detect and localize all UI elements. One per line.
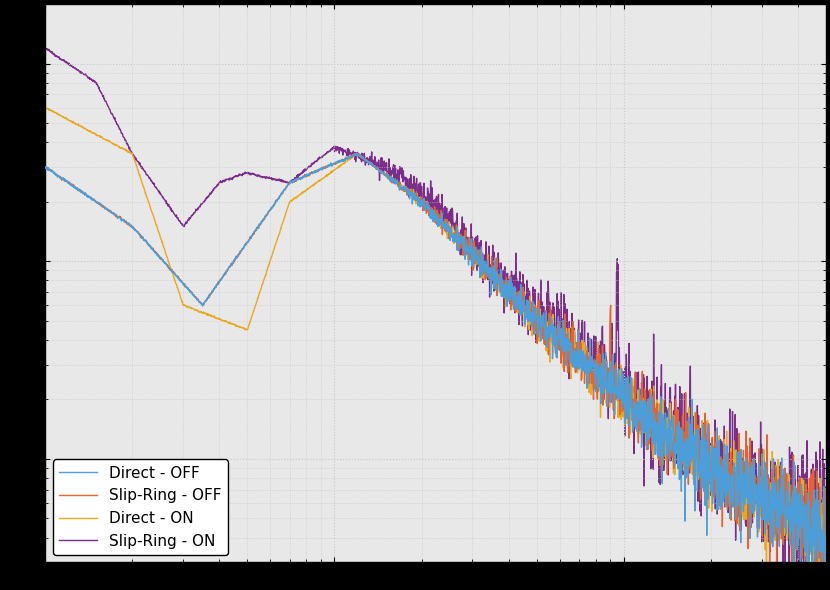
Slip-Ring - OFF — [656, 441, 666, 448]
Slip-Ring - OFF — [420, 201, 430, 208]
Direct - OFF — [798, 520, 808, 527]
Direct - OFF — [351, 150, 361, 158]
Slip-Ring - ON — [655, 401, 665, 408]
Direct - ON — [420, 206, 430, 213]
Slip-Ring - ON — [798, 451, 808, 458]
Slip-Ring - OFF — [81, 191, 90, 198]
Slip-Ring - OFF — [821, 543, 830, 550]
Slip-Ring - OFF — [399, 185, 409, 192]
Line: Slip-Ring - ON: Slip-Ring - ON — [46, 48, 826, 590]
Slip-Ring - OFF — [350, 150, 360, 158]
Legend: Direct - OFF, Slip-Ring - OFF, Direct - ON, Slip-Ring - ON: Direct - OFF, Slip-Ring - OFF, Direct - … — [53, 460, 228, 555]
Slip-Ring - ON — [821, 483, 830, 490]
Direct - OFF — [81, 190, 90, 197]
Direct - OFF — [656, 453, 666, 460]
Slip-Ring - ON — [41, 44, 51, 51]
Direct - ON — [808, 588, 818, 590]
Direct - OFF — [41, 164, 51, 171]
Line: Direct - ON: Direct - ON — [46, 107, 826, 590]
Direct - ON — [798, 502, 808, 509]
Direct - OFF — [821, 534, 830, 541]
Line: Slip-Ring - OFF: Slip-Ring - OFF — [46, 154, 826, 589]
Direct - ON — [399, 186, 409, 193]
Slip-Ring - ON — [81, 71, 90, 78]
Slip-Ring - ON — [420, 195, 430, 202]
Direct - ON — [41, 104, 51, 112]
Slip-Ring - ON — [798, 503, 808, 510]
Direct - OFF — [798, 516, 808, 523]
Direct - ON — [821, 527, 830, 535]
Direct - ON — [798, 477, 808, 484]
Direct - ON — [41, 104, 51, 111]
Line: Direct - OFF: Direct - OFF — [46, 154, 826, 590]
Slip-Ring - OFF — [817, 585, 827, 590]
Direct - ON — [656, 438, 666, 445]
Direct - ON — [81, 124, 90, 132]
Slip-Ring - OFF — [798, 544, 808, 551]
Direct - OFF — [399, 185, 409, 192]
Slip-Ring - ON — [399, 175, 409, 182]
Direct - OFF — [420, 206, 430, 213]
Slip-Ring - OFF — [41, 165, 51, 172]
Slip-Ring - OFF — [798, 516, 808, 523]
